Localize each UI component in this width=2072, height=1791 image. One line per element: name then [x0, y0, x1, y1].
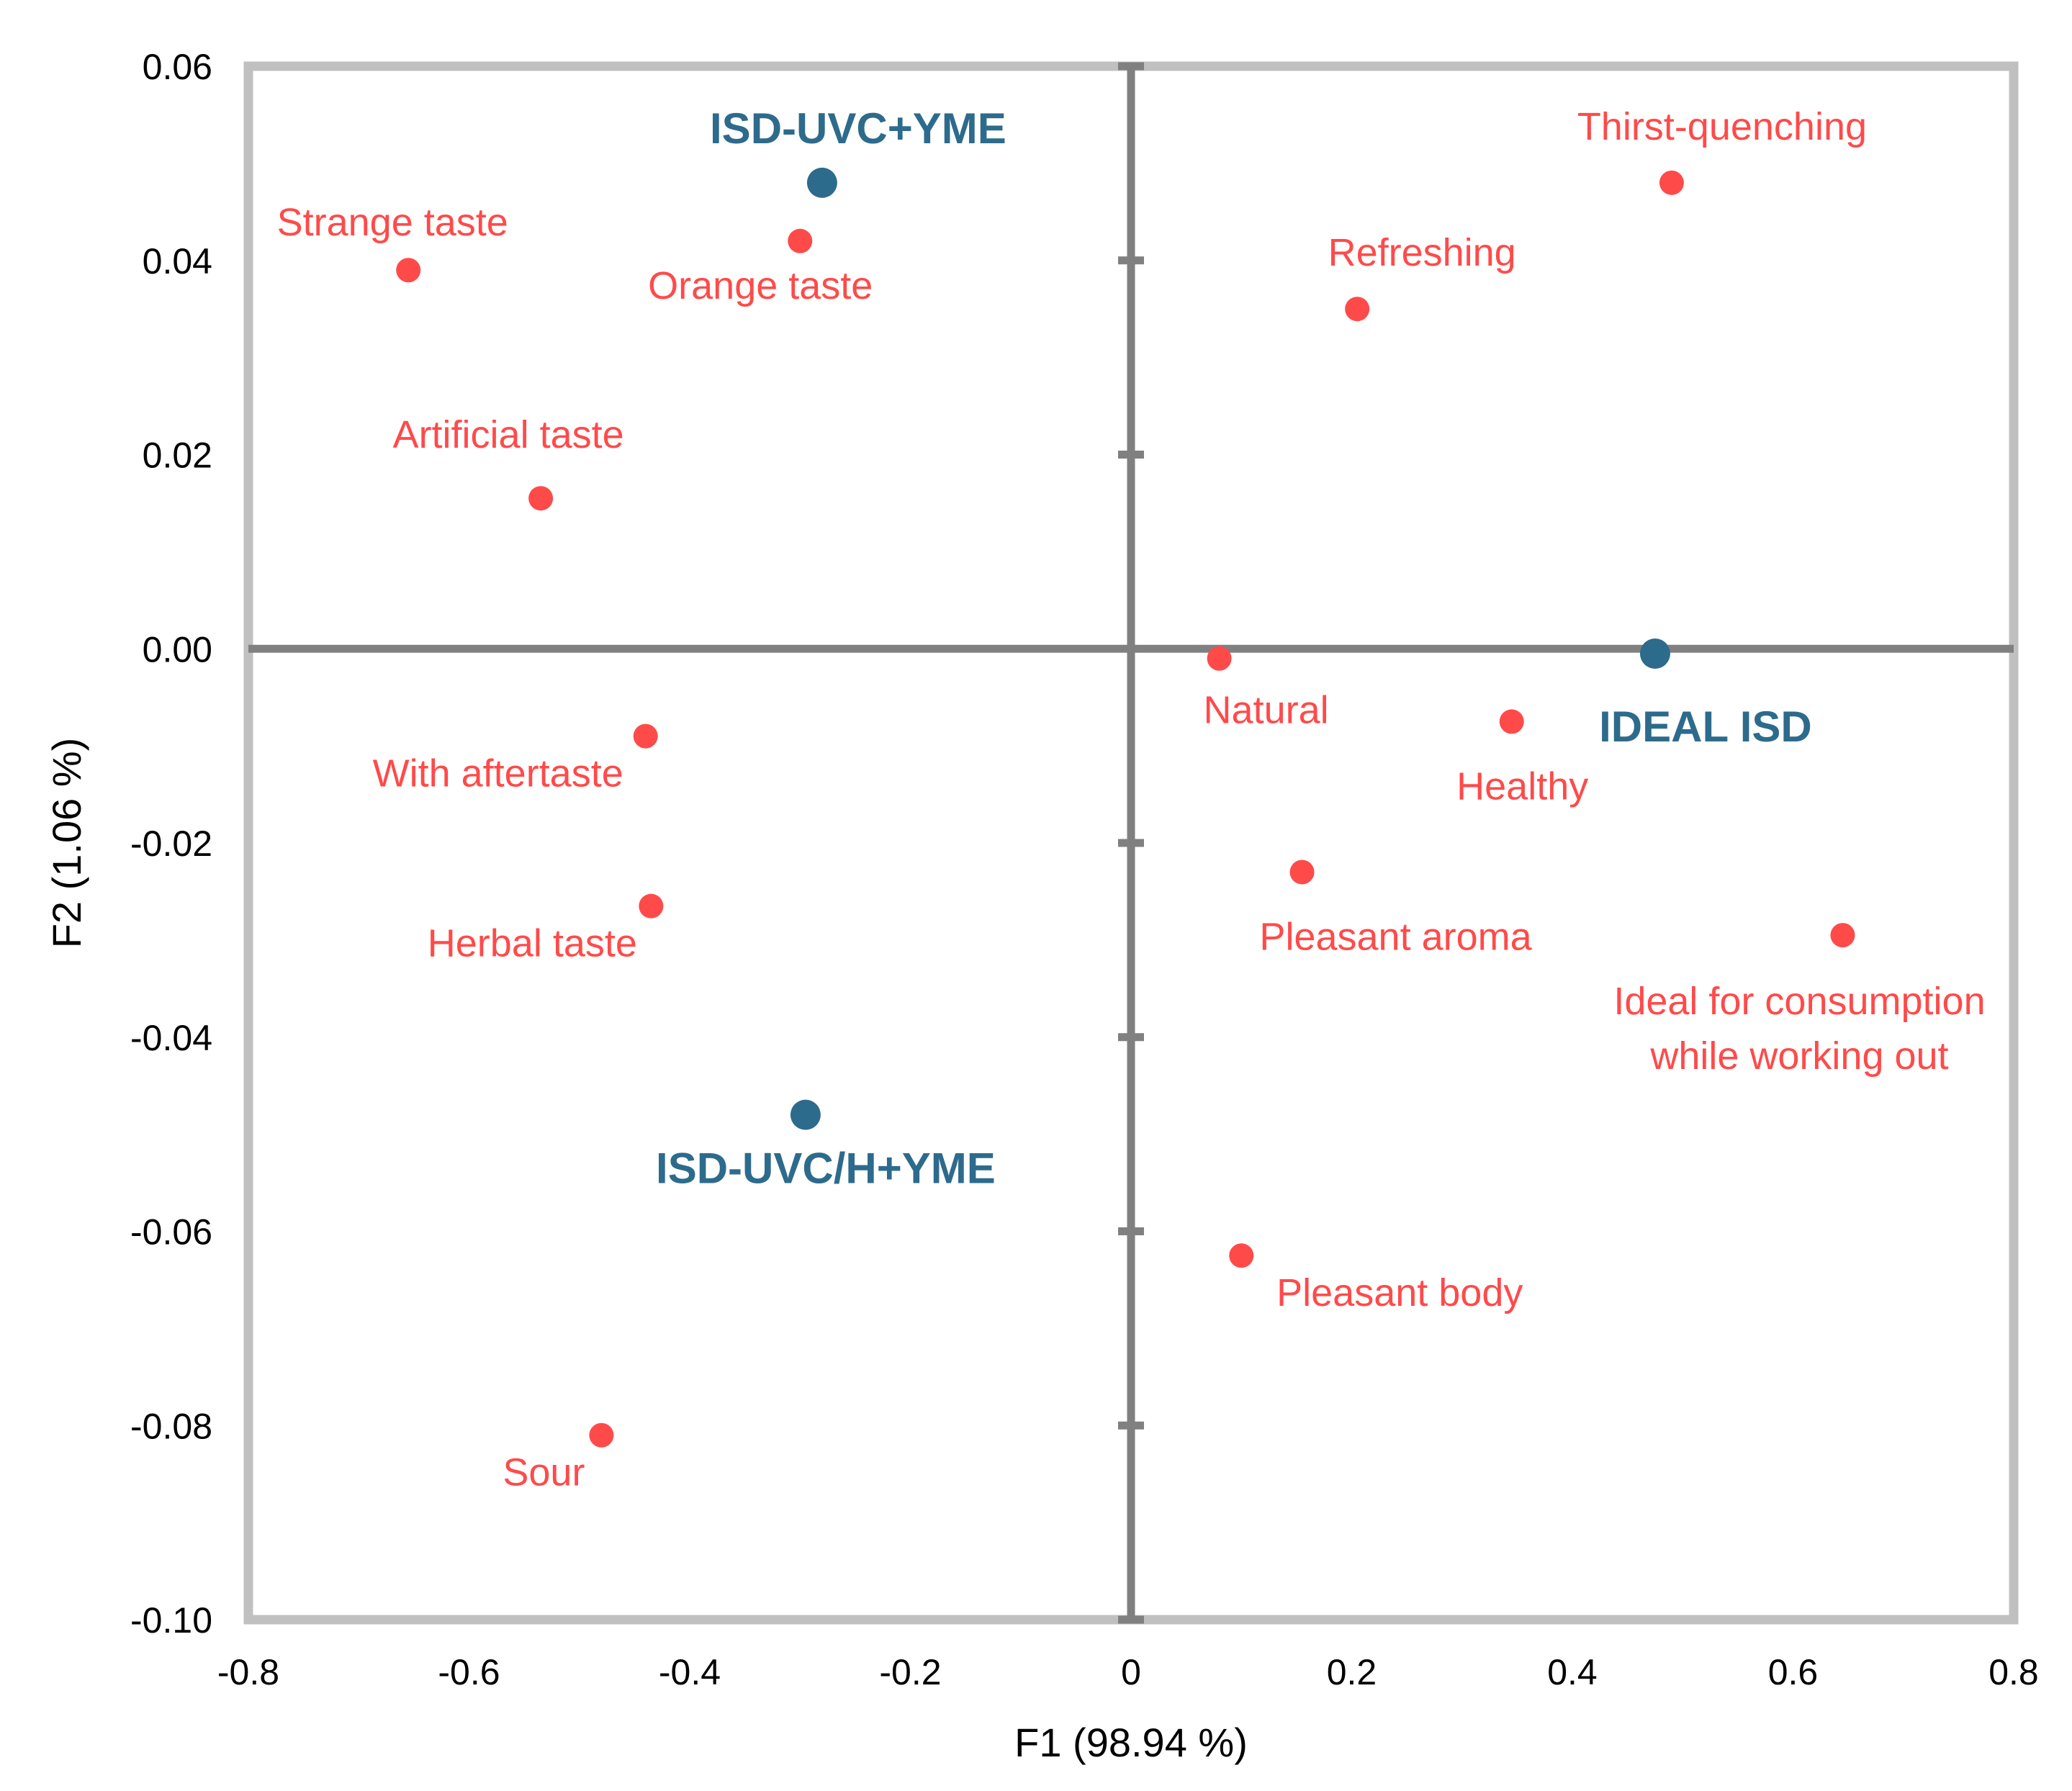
y-axis-title: F2 (1.06 %) — [44, 738, 89, 949]
x-axis-title: F1 (98.94 %) — [1014, 1720, 1248, 1765]
attribute-point-with-aftertaste — [633, 723, 658, 749]
product-point-isd-uvc-h-yme — [790, 1099, 821, 1130]
y-tick-label: -0.04 — [130, 1018, 212, 1058]
attribute-label-with-aftertaste: With aftertaste — [373, 752, 623, 795]
label-line: Herbal taste — [428, 922, 637, 965]
attribute-label-sour: Sour — [503, 1451, 585, 1494]
label-line: while working out — [1649, 1034, 1948, 1078]
x-tick-label: -0.4 — [659, 1652, 721, 1692]
attribute-point-ideal-for-consumption-while-working-out — [1830, 923, 1855, 948]
product-label-isd-uvc-yme: ISD-UVC+YME — [710, 104, 1006, 153]
attribute-point-artificial-taste — [528, 486, 554, 511]
x-tick-label: 0.6 — [1768, 1652, 1819, 1692]
label-line: Orange taste — [648, 264, 873, 307]
x-tick-label: -0.8 — [217, 1652, 279, 1692]
y-axis-tick-labels: 0.06 0.04 0.02 0.00 -0.02 -0.04 -0.06 -0.08 -0.1… — [130, 47, 212, 1641]
attribute-label-thirst-quenching: Thirst-quenching — [1577, 105, 1867, 148]
label-line: Artificial taste — [393, 413, 624, 456]
label-line: Pleasant body — [1276, 1271, 1523, 1314]
label-line: Natural — [1204, 689, 1329, 732]
attribute-point-orange-taste — [788, 228, 813, 253]
product-label-isd-uvc-h-yme: ISD-UVC/H+YME — [656, 1145, 996, 1193]
x-tick-label: 0.4 — [1547, 1652, 1598, 1692]
x-tick-label: 0.2 — [1327, 1652, 1377, 1692]
label-line: Refreshing — [1328, 231, 1516, 274]
x-tick-label: -0.2 — [879, 1652, 941, 1692]
x-tick-label: -0.6 — [438, 1652, 500, 1692]
label-line: With aftertaste — [373, 752, 623, 795]
y-tick-label: 0.00 — [143, 629, 212, 669]
label-line: ISD-UVC/H+YME — [656, 1145, 996, 1193]
attribute-label-orange-taste: Orange taste — [648, 264, 873, 307]
attribute-point-sour — [589, 1422, 614, 1448]
x-tick-label: 0.8 — [1988, 1652, 2039, 1692]
attribute-point-natural — [1207, 646, 1232, 671]
label-line: Ideal for consumption — [1613, 980, 1985, 1023]
attribute-point-herbal-taste — [639, 893, 664, 919]
product-point-isd-uvc-yme — [806, 167, 837, 198]
attribute-point-pleasant-aroma — [1289, 860, 1315, 885]
attribute-label-ideal-for-consumption-while-working-out: Ideal for consumption while working out — [1613, 980, 1985, 1078]
attribute-label-herbal-taste: Herbal taste — [428, 922, 637, 965]
data-point-labels: Thirst-quenching Refreshing Strange taste O… — [277, 104, 1986, 1494]
y-tick-label: -0.10 — [130, 1600, 212, 1641]
y-tick-label: 0.04 — [143, 241, 212, 281]
attribute-point-strange-taste — [396, 258, 421, 283]
product-point-ideal-isd — [1639, 638, 1670, 669]
attribute-label-strange-taste: Strange taste — [277, 201, 508, 244]
y-tick-label: 0.06 — [143, 47, 212, 87]
y-tick-label: -0.02 — [130, 824, 212, 864]
x-axis-tick-labels: -0.8 -0.6 -0.4 -0.2 0 0.2 0.4 0.6 0.8 — [217, 1652, 2039, 1692]
label-line: Thirst-quenching — [1577, 105, 1867, 148]
axis-tick-marks — [1118, 62, 1144, 1624]
label-line: Pleasant aroma — [1259, 915, 1532, 958]
label-line: Healthy — [1456, 764, 1588, 808]
attribute-point-healthy — [1499, 709, 1524, 734]
attribute-point-refreshing — [1345, 297, 1370, 322]
y-tick-label: 0.02 — [143, 436, 212, 476]
attribute-label-pleasant-aroma: Pleasant aroma — [1259, 915, 1532, 958]
attribute-label-healthy: Healthy — [1456, 764, 1588, 808]
label-line: IDEAL ISD — [1599, 703, 1812, 751]
attribute-point-thirst-quenching — [1659, 170, 1684, 195]
product-label-ideal-isd: IDEAL ISD — [1599, 703, 1812, 751]
attribute-label-artificial-taste: Artificial taste — [393, 413, 624, 456]
y-tick-label: -0.08 — [130, 1406, 212, 1446]
data-points — [396, 167, 1855, 1448]
attribute-point-pleasant-body — [1229, 1243, 1254, 1268]
attribute-label-pleasant-body: Pleasant body — [1276, 1271, 1523, 1314]
y-tick-label: -0.06 — [130, 1212, 212, 1253]
attribute-label-natural: Natural — [1204, 689, 1329, 732]
attribute-label-refreshing: Refreshing — [1328, 231, 1516, 274]
label-line: Strange taste — [277, 201, 508, 244]
x-tick-label: 0 — [1121, 1652, 1141, 1692]
label-line: ISD-UVC+YME — [710, 104, 1006, 153]
label-line: Sour — [503, 1451, 585, 1494]
